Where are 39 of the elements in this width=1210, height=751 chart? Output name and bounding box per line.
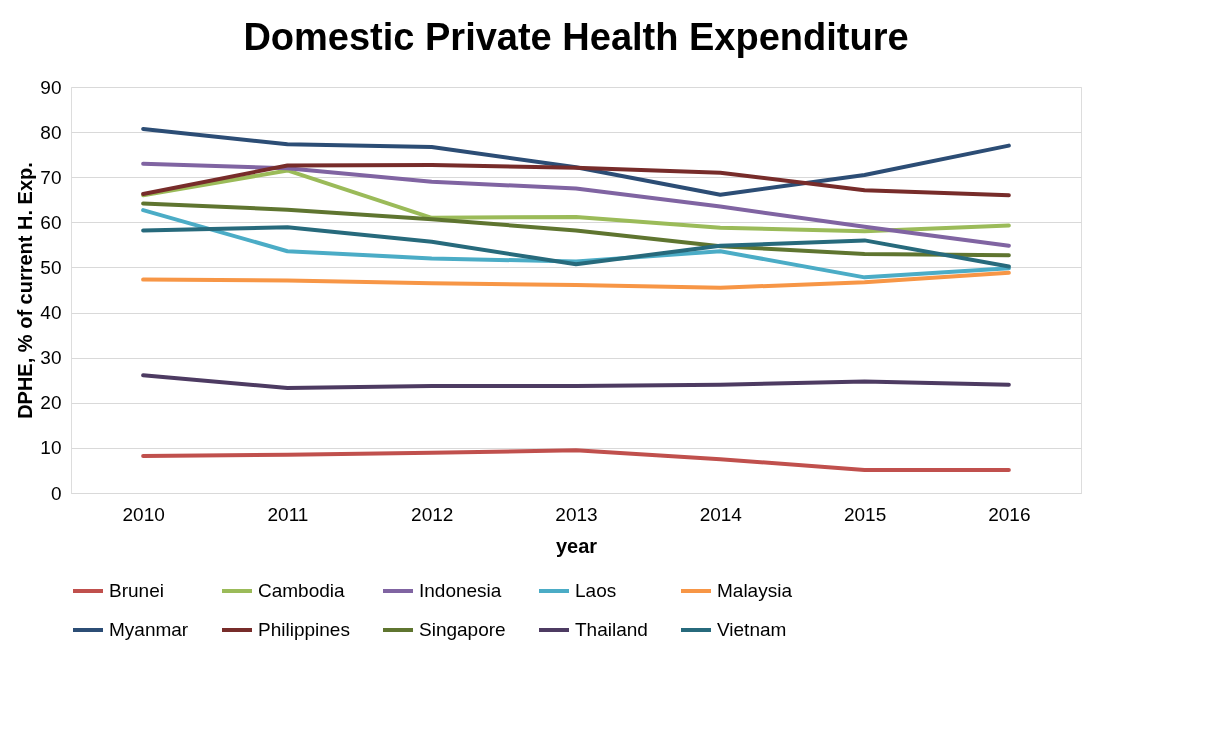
- legend-label: Malaysia: [717, 580, 793, 601]
- line-series: [141, 201, 1011, 258]
- x-tick-label: 2015: [843, 503, 887, 525]
- legend-label: Cambodia: [258, 580, 346, 601]
- y-tick-label: 60: [40, 211, 62, 233]
- y-tick-label: 10: [40, 437, 62, 459]
- x-tick-label: 2011: [267, 503, 309, 525]
- x-axis-title: year: [555, 534, 598, 557]
- x-tick-label: 2012: [411, 503, 454, 525]
- y-tick-label: 30: [40, 347, 62, 369]
- line-series: [141, 161, 1011, 248]
- y-tick-label: 90: [40, 76, 62, 98]
- x-tick-label: 2013: [555, 503, 598, 525]
- y-axis-title: DPHE, % of current H. Exp.: [14, 162, 37, 419]
- legend-label: Philippines: [258, 619, 350, 640]
- line-series: [141, 270, 1011, 290]
- y-tick-label: 40: [40, 302, 62, 324]
- y-tick-label: 0: [50, 482, 62, 504]
- legend-label: Myanmar: [109, 619, 189, 640]
- line-series: [141, 373, 1011, 390]
- y-tick-label: 70: [40, 166, 62, 188]
- legend-label: Singapore: [419, 619, 506, 640]
- x-tick-label: 2014: [699, 503, 743, 525]
- legend-label: Laos: [575, 580, 617, 601]
- line-series: [141, 168, 1011, 234]
- legend-label: Vietnam: [717, 619, 787, 640]
- line-series: [141, 163, 1011, 198]
- line-series: [141, 126, 1011, 197]
- line-series: [141, 225, 1011, 269]
- legend-label: Thailand: [575, 619, 648, 640]
- y-tick-label: 20: [40, 392, 62, 414]
- legend-label: Brunei: [109, 580, 164, 601]
- y-tick-label: 80: [40, 121, 62, 143]
- chart-title: Domestic Private Health Expenditure: [243, 16, 909, 58]
- x-tick-label: 2016: [988, 503, 1031, 525]
- y-tick-label: 50: [40, 256, 62, 278]
- legend-label: Indonesia: [419, 580, 502, 601]
- line-series: [141, 448, 1011, 472]
- x-tick-label: 2010: [122, 503, 165, 525]
